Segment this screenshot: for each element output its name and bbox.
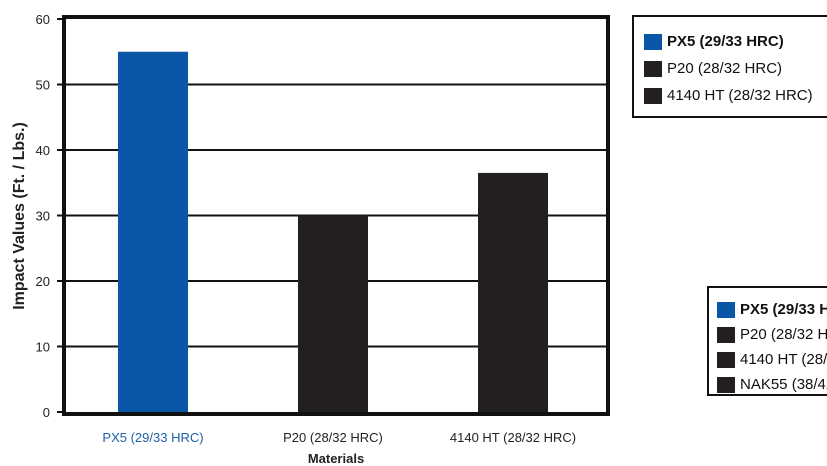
- legend-swatch: [717, 351, 735, 368]
- legend-item: 4140 HT (28/32 HRC): [717, 347, 827, 372]
- plot-frame: [62, 15, 610, 416]
- y-tick-label: 60: [36, 12, 50, 27]
- y-axis-label: Impact Values (Ft. / Lbs.): [11, 122, 28, 310]
- x-tick-label: P20 (28/32 HRC): [283, 430, 383, 445]
- legend-swatch: [644, 33, 662, 50]
- y-tick-label: 0: [43, 405, 50, 420]
- y-tick-label: 30: [36, 209, 50, 224]
- legend-swatch: [717, 326, 735, 343]
- legend-swatch: [717, 376, 735, 393]
- legend-label: PX5 (29/33 HRC): [740, 301, 827, 318]
- bar: [118, 51, 188, 412]
- legend-label: NAK55 (38/42 HRC): [740, 376, 827, 393]
- legend-label: PX5 (29/33 HRC): [667, 33, 784, 50]
- legend-swatch: [644, 60, 662, 77]
- x-axis-label: Materials: [308, 451, 364, 466]
- legend-label: P20 (28/32 HRC): [740, 326, 827, 343]
- y-tick-labels: 0 10 20 30 40 50 60: [36, 12, 50, 420]
- legend-item: P20 (28/32 HRC): [644, 55, 827, 82]
- bar: [478, 172, 548, 412]
- y-tick-label: 10: [36, 340, 50, 355]
- x-tick-label: 4140 HT (28/32 HRC): [450, 430, 576, 445]
- legend-secondary: PX5 (29/33 HRC) P20 (28/32 HRC) 4140 HT (2…: [707, 286, 827, 396]
- legend-item: 4140 HT (28/32 HRC): [644, 82, 827, 109]
- legend-item: PX5 (29/33 HRC): [644, 28, 827, 55]
- bars: [118, 51, 548, 412]
- legend-label: 4140 HT (28/32 HRC): [740, 351, 827, 368]
- legend: PX5 (29/33 HRC) P20 (28/32 HRC) 4140 HT (2…: [632, 15, 827, 118]
- legend-label: 4140 HT (28/32 HRC): [667, 87, 813, 104]
- legend-swatch: [644, 87, 662, 104]
- x-tick-label: PX5 (29/33 HRC): [102, 430, 203, 445]
- legend-swatch: [717, 301, 735, 318]
- y-tick-label: 20: [36, 274, 50, 289]
- legend-item: PX5 (29/33 HRC): [717, 297, 827, 322]
- y-tick-label: 40: [36, 143, 50, 158]
- legend-label: P20 (28/32 HRC): [667, 60, 783, 77]
- y-tick-label: 50: [36, 78, 50, 93]
- legend-item: P20 (28/32 HRC): [717, 322, 827, 347]
- bar: [298, 215, 368, 412]
- x-tick-labels: PX5 (29/33 HRC) P20 (28/32 HRC) 4140 HT (2…: [102, 430, 576, 445]
- legend-item: NAK55 (38/42 HRC): [717, 372, 827, 394]
